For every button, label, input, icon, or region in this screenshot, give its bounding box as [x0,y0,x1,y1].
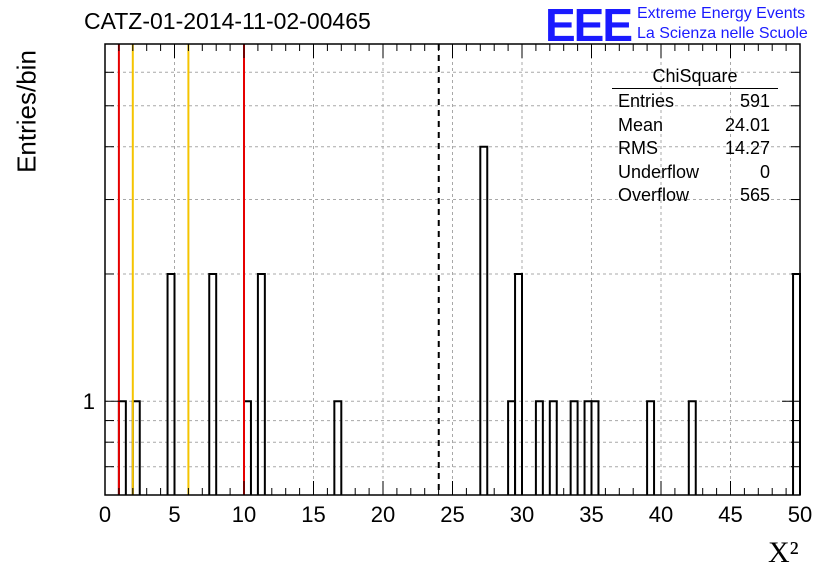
histogram-bin [131,400,141,495]
histogram-bin [687,400,697,495]
histogram-bin [583,400,593,495]
x-tick-label: 25 [440,502,464,527]
chart-title: CATZ-01-2014-11-02-00465 [84,8,371,34]
stats-row-mean: Mean 24.01 [612,115,778,139]
histogram-bin [792,272,801,495]
histogram-bin [569,400,579,495]
x-axis-label: X² [768,536,799,569]
stats-value: 14.27 [724,138,770,158]
histogram-bin [333,400,343,495]
x-tick-label: 50 [788,502,812,527]
stats-label: Entries [618,91,675,111]
stats-value: 24.01 [724,114,770,135]
stats-value: 591 [739,91,770,111]
stats-box: ChiSquare Entries 591 Mean 24.01 RMS 14.… [612,66,778,209]
x-tick-label: 40 [649,502,673,527]
stats-value: 0 [759,161,770,182]
histogram-bin [166,272,176,495]
histogram-bin [548,400,558,495]
histogram-bin [208,272,218,495]
stats-label: RMS [618,138,658,158]
stats-title: ChiSquare [612,66,778,89]
stats-row-overflow: Overflow 565 [612,185,778,209]
x-tick-label: 15 [301,502,325,527]
histogram-bin [507,400,517,495]
histogram-bin [590,400,600,495]
stats-row-rms: RMS 14.27 [612,138,778,162]
stats-label: Overflow [618,185,690,205]
histogram-bin [534,400,544,495]
x-tick-label: 0 [99,502,111,527]
x-tick-label: 10 [232,502,256,527]
stats-value: 565 [739,185,770,205]
stats-label: Underflow [618,161,700,182]
x-tick-label: 5 [168,502,180,527]
y-axis-label: Entries/bin [11,50,42,173]
y-tick-label: 1 [83,389,95,414]
x-tick-label: 45 [718,502,742,527]
x-tick-label: 30 [510,502,534,527]
histogram-bin [117,400,127,495]
histogram-bin [256,272,266,495]
x-tick-label: 35 [579,502,603,527]
histogram-bin [646,400,656,495]
x-tick-label: 20 [371,502,395,527]
histogram-bin [479,145,489,495]
stats-label: Mean [618,114,664,135]
stats-row-entries: Entries 591 [612,91,778,115]
histogram-bin [243,400,252,495]
histogram-bin [514,272,523,495]
logo-line-2: La Scienza nelle Scuole [637,25,808,42]
logo-mark: EEE [545,0,633,51]
logo-line-1: Extreme Energy Events [637,5,806,22]
stats-row-underflow: Underflow 0 [612,162,778,186]
